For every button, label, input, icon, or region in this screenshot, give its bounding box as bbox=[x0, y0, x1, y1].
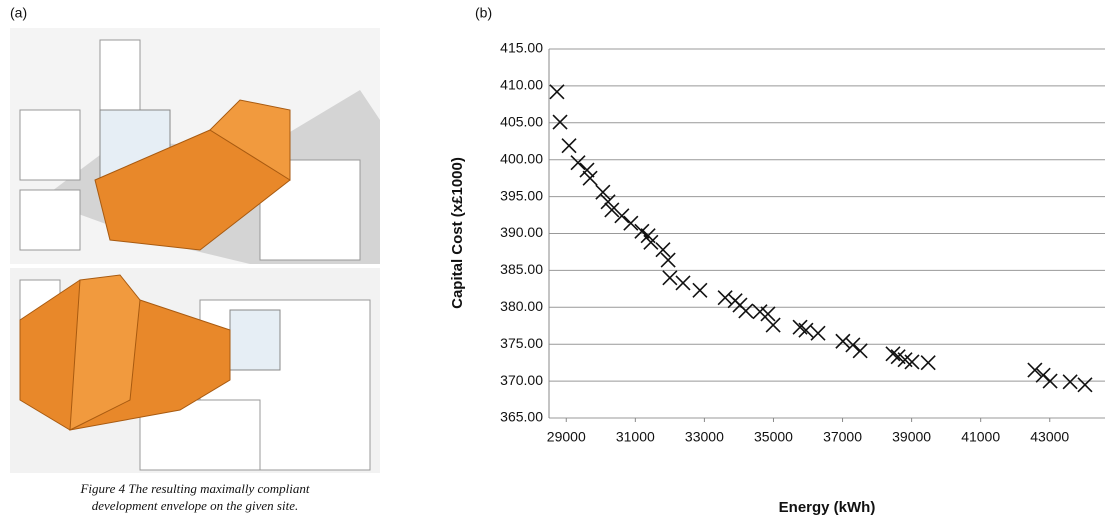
data-point bbox=[1063, 375, 1077, 389]
data-point bbox=[921, 356, 935, 370]
data-point bbox=[571, 156, 585, 170]
panel-label: (b) bbox=[475, 5, 492, 21]
data-point bbox=[853, 344, 867, 358]
panel-label: (a) bbox=[10, 5, 27, 21]
x-tick-label: 31000 bbox=[616, 429, 655, 445]
data-point bbox=[624, 216, 638, 230]
building-render bbox=[10, 28, 380, 473]
figure: (a) (b) Figure 4 The resulting maximally… bbox=[0, 0, 1113, 524]
y-tick-label: 415.00 bbox=[500, 40, 543, 56]
data-point bbox=[693, 283, 707, 297]
y-tick-label: 400.00 bbox=[500, 150, 543, 166]
y-tick-label: 370.00 bbox=[500, 372, 543, 388]
data-point bbox=[1028, 363, 1042, 377]
data-point bbox=[550, 85, 564, 99]
caption-line: development envelope on the given site. bbox=[92, 498, 298, 513]
x-tick-label: 41000 bbox=[961, 429, 1000, 445]
data-point bbox=[553, 115, 567, 129]
data-point bbox=[836, 334, 850, 348]
x-tick-label: 43000 bbox=[1030, 429, 1069, 445]
page: (a) (b) Figure 4 The resulting maximally… bbox=[0, 0, 1113, 524]
data-point bbox=[562, 139, 576, 153]
x-tick-label: 39000 bbox=[892, 429, 931, 445]
y-tick-label: 405.00 bbox=[500, 114, 543, 130]
y-tick-label: 395.00 bbox=[500, 187, 543, 203]
data-point bbox=[718, 291, 732, 305]
data-point bbox=[739, 304, 753, 318]
y-axis-title: Capital Cost (x£1000) bbox=[449, 157, 466, 309]
x-tick-label: 37000 bbox=[823, 429, 862, 445]
y-tick-label: 385.00 bbox=[500, 261, 543, 277]
data-point bbox=[799, 323, 813, 337]
x-tick-label: 33000 bbox=[685, 429, 724, 445]
y-tick-label: 380.00 bbox=[500, 298, 543, 314]
data-point bbox=[1078, 378, 1092, 392]
y-tick-label: 410.00 bbox=[500, 77, 543, 93]
data-point bbox=[846, 338, 860, 352]
data-point bbox=[663, 271, 677, 285]
y-tick-label: 375.00 bbox=[500, 335, 543, 351]
x-axis-title: Energy (kWh) bbox=[779, 499, 876, 516]
y-tick-label: 390.00 bbox=[500, 224, 543, 240]
x-tick-label: 29000 bbox=[547, 429, 586, 445]
data-point bbox=[811, 326, 825, 340]
data-point bbox=[886, 347, 900, 361]
y-tick-label: 365.00 bbox=[500, 409, 543, 425]
caption-line: Figure 4 The resulting maximally complia… bbox=[79, 481, 309, 496]
data-point bbox=[676, 276, 690, 290]
x-tick-label: 35000 bbox=[754, 429, 793, 445]
